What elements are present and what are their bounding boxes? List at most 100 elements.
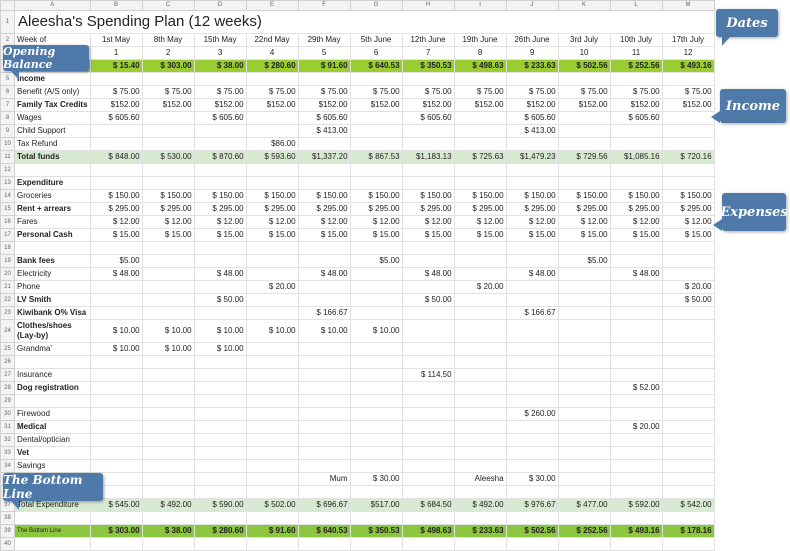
cell[interactable]	[505, 368, 559, 382]
cell[interactable]: 3rd July	[557, 33, 611, 47]
cell[interactable]	[297, 137, 351, 151]
cell[interactable]: 8	[453, 46, 507, 60]
cell[interactable]	[557, 407, 611, 421]
cell[interactable]	[401, 342, 455, 356]
cell[interactable]	[89, 433, 143, 447]
cell[interactable]: $ 15.00	[609, 228, 663, 242]
cell[interactable]	[661, 254, 715, 268]
cell[interactable]: $ 280.60	[193, 524, 247, 538]
cell[interactable]: $ 545.00	[89, 498, 143, 512]
cell[interactable]: $ 10.00	[141, 319, 195, 343]
cell[interactable]: $ 295.00	[297, 202, 351, 216]
cell[interactable]	[609, 446, 663, 460]
cell[interactable]	[609, 72, 663, 86]
cell[interactable]	[297, 355, 351, 369]
cell[interactable]	[141, 433, 195, 447]
cell[interactable]	[141, 280, 195, 294]
cell[interactable]: $152.00	[89, 98, 143, 112]
cell[interactable]	[609, 433, 663, 447]
row-label[interactable]: Grandma'	[14, 342, 91, 356]
cell[interactable]: 5th June	[349, 33, 403, 47]
cell[interactable]	[297, 485, 351, 499]
cell[interactable]: 6	[349, 46, 403, 60]
corner-cell[interactable]	[0, 0, 15, 11]
cell[interactable]	[609, 176, 663, 190]
cell[interactable]	[141, 241, 195, 255]
cell[interactable]	[193, 124, 247, 138]
row-number[interactable]: 19	[0, 254, 15, 268]
cell[interactable]	[505, 293, 559, 307]
cell[interactable]	[245, 446, 299, 460]
cell[interactable]	[297, 407, 351, 421]
cell[interactable]	[609, 293, 663, 307]
column-header[interactable]: M	[661, 0, 715, 11]
cell[interactable]	[349, 111, 403, 125]
row-label[interactable]: Fares	[14, 215, 91, 229]
cell[interactable]	[609, 472, 663, 486]
row-number[interactable]: 12	[0, 163, 15, 177]
cell[interactable]: $ 233.63	[453, 524, 507, 538]
cell[interactable]	[349, 511, 403, 525]
cell[interactable]: $ 75.00	[401, 85, 455, 99]
cell[interactable]	[661, 407, 715, 421]
cell[interactable]: 1st May	[89, 33, 143, 47]
cell[interactable]	[609, 355, 663, 369]
row-label[interactable]: Total funds	[14, 150, 91, 164]
cell[interactable]	[453, 124, 507, 138]
cell[interactable]	[141, 72, 195, 86]
cell[interactable]: $ 10.00	[297, 319, 351, 343]
row-label[interactable]: Total Expenditure	[14, 498, 91, 512]
cell[interactable]: 3	[193, 46, 247, 60]
cell[interactable]	[141, 485, 195, 499]
cell[interactable]	[557, 267, 611, 281]
cell[interactable]	[245, 124, 299, 138]
cell[interactable]	[245, 241, 299, 255]
row-label[interactable]: Insurance	[14, 368, 91, 382]
cell[interactable]: $ 295.00	[141, 202, 195, 216]
cell[interactable]	[453, 485, 507, 499]
cell[interactable]	[661, 511, 715, 525]
column-header[interactable]: H	[401, 0, 455, 11]
cell[interactable]	[505, 137, 559, 151]
cell[interactable]	[89, 280, 143, 294]
cell[interactable]: $ 15.00	[505, 228, 559, 242]
cell[interactable]: $ 10.00	[349, 319, 403, 343]
cell[interactable]	[141, 137, 195, 151]
cell[interactable]: $ 150.00	[141, 189, 195, 203]
cell[interactable]: $517.00	[349, 498, 403, 512]
cell[interactable]: $ 150.00	[193, 189, 247, 203]
cell[interactable]: $ 20.00	[661, 280, 715, 294]
cell[interactable]	[89, 176, 143, 190]
cell[interactable]	[245, 111, 299, 125]
cell[interactable]	[193, 459, 247, 473]
cell[interactable]	[661, 306, 715, 320]
row-number[interactable]: 15	[0, 202, 15, 216]
cell[interactable]: $ 12.00	[141, 215, 195, 229]
row-label[interactable]: Phone	[14, 280, 91, 294]
cell[interactable]	[193, 355, 247, 369]
cell[interactable]: $ 75.00	[141, 85, 195, 99]
cell[interactable]	[349, 342, 403, 356]
cell[interactable]	[349, 176, 403, 190]
cell[interactable]	[661, 368, 715, 382]
cell[interactable]	[349, 163, 403, 177]
cell[interactable]: $ 725.63	[453, 150, 507, 164]
column-header[interactable]: A	[14, 0, 91, 11]
cell[interactable]: $ 15.00	[245, 228, 299, 242]
cell[interactable]	[453, 293, 507, 307]
cell[interactable]	[401, 306, 455, 320]
cell[interactable]: $ 12.00	[453, 215, 507, 229]
cell[interactable]: $152.00	[609, 98, 663, 112]
cell[interactable]	[245, 511, 299, 525]
cell[interactable]	[349, 394, 403, 408]
column-header[interactable]: I	[453, 0, 507, 11]
cell[interactable]: $ 640.53	[297, 524, 351, 538]
cell[interactable]	[89, 163, 143, 177]
cell[interactable]	[557, 163, 611, 177]
cell[interactable]: $ 350.53	[401, 59, 455, 73]
cell[interactable]	[557, 176, 611, 190]
cell[interactable]: $ 38.00	[193, 59, 247, 73]
column-header[interactable]: D	[193, 0, 247, 11]
row-number[interactable]: 20	[0, 267, 15, 281]
cell[interactable]	[401, 355, 455, 369]
